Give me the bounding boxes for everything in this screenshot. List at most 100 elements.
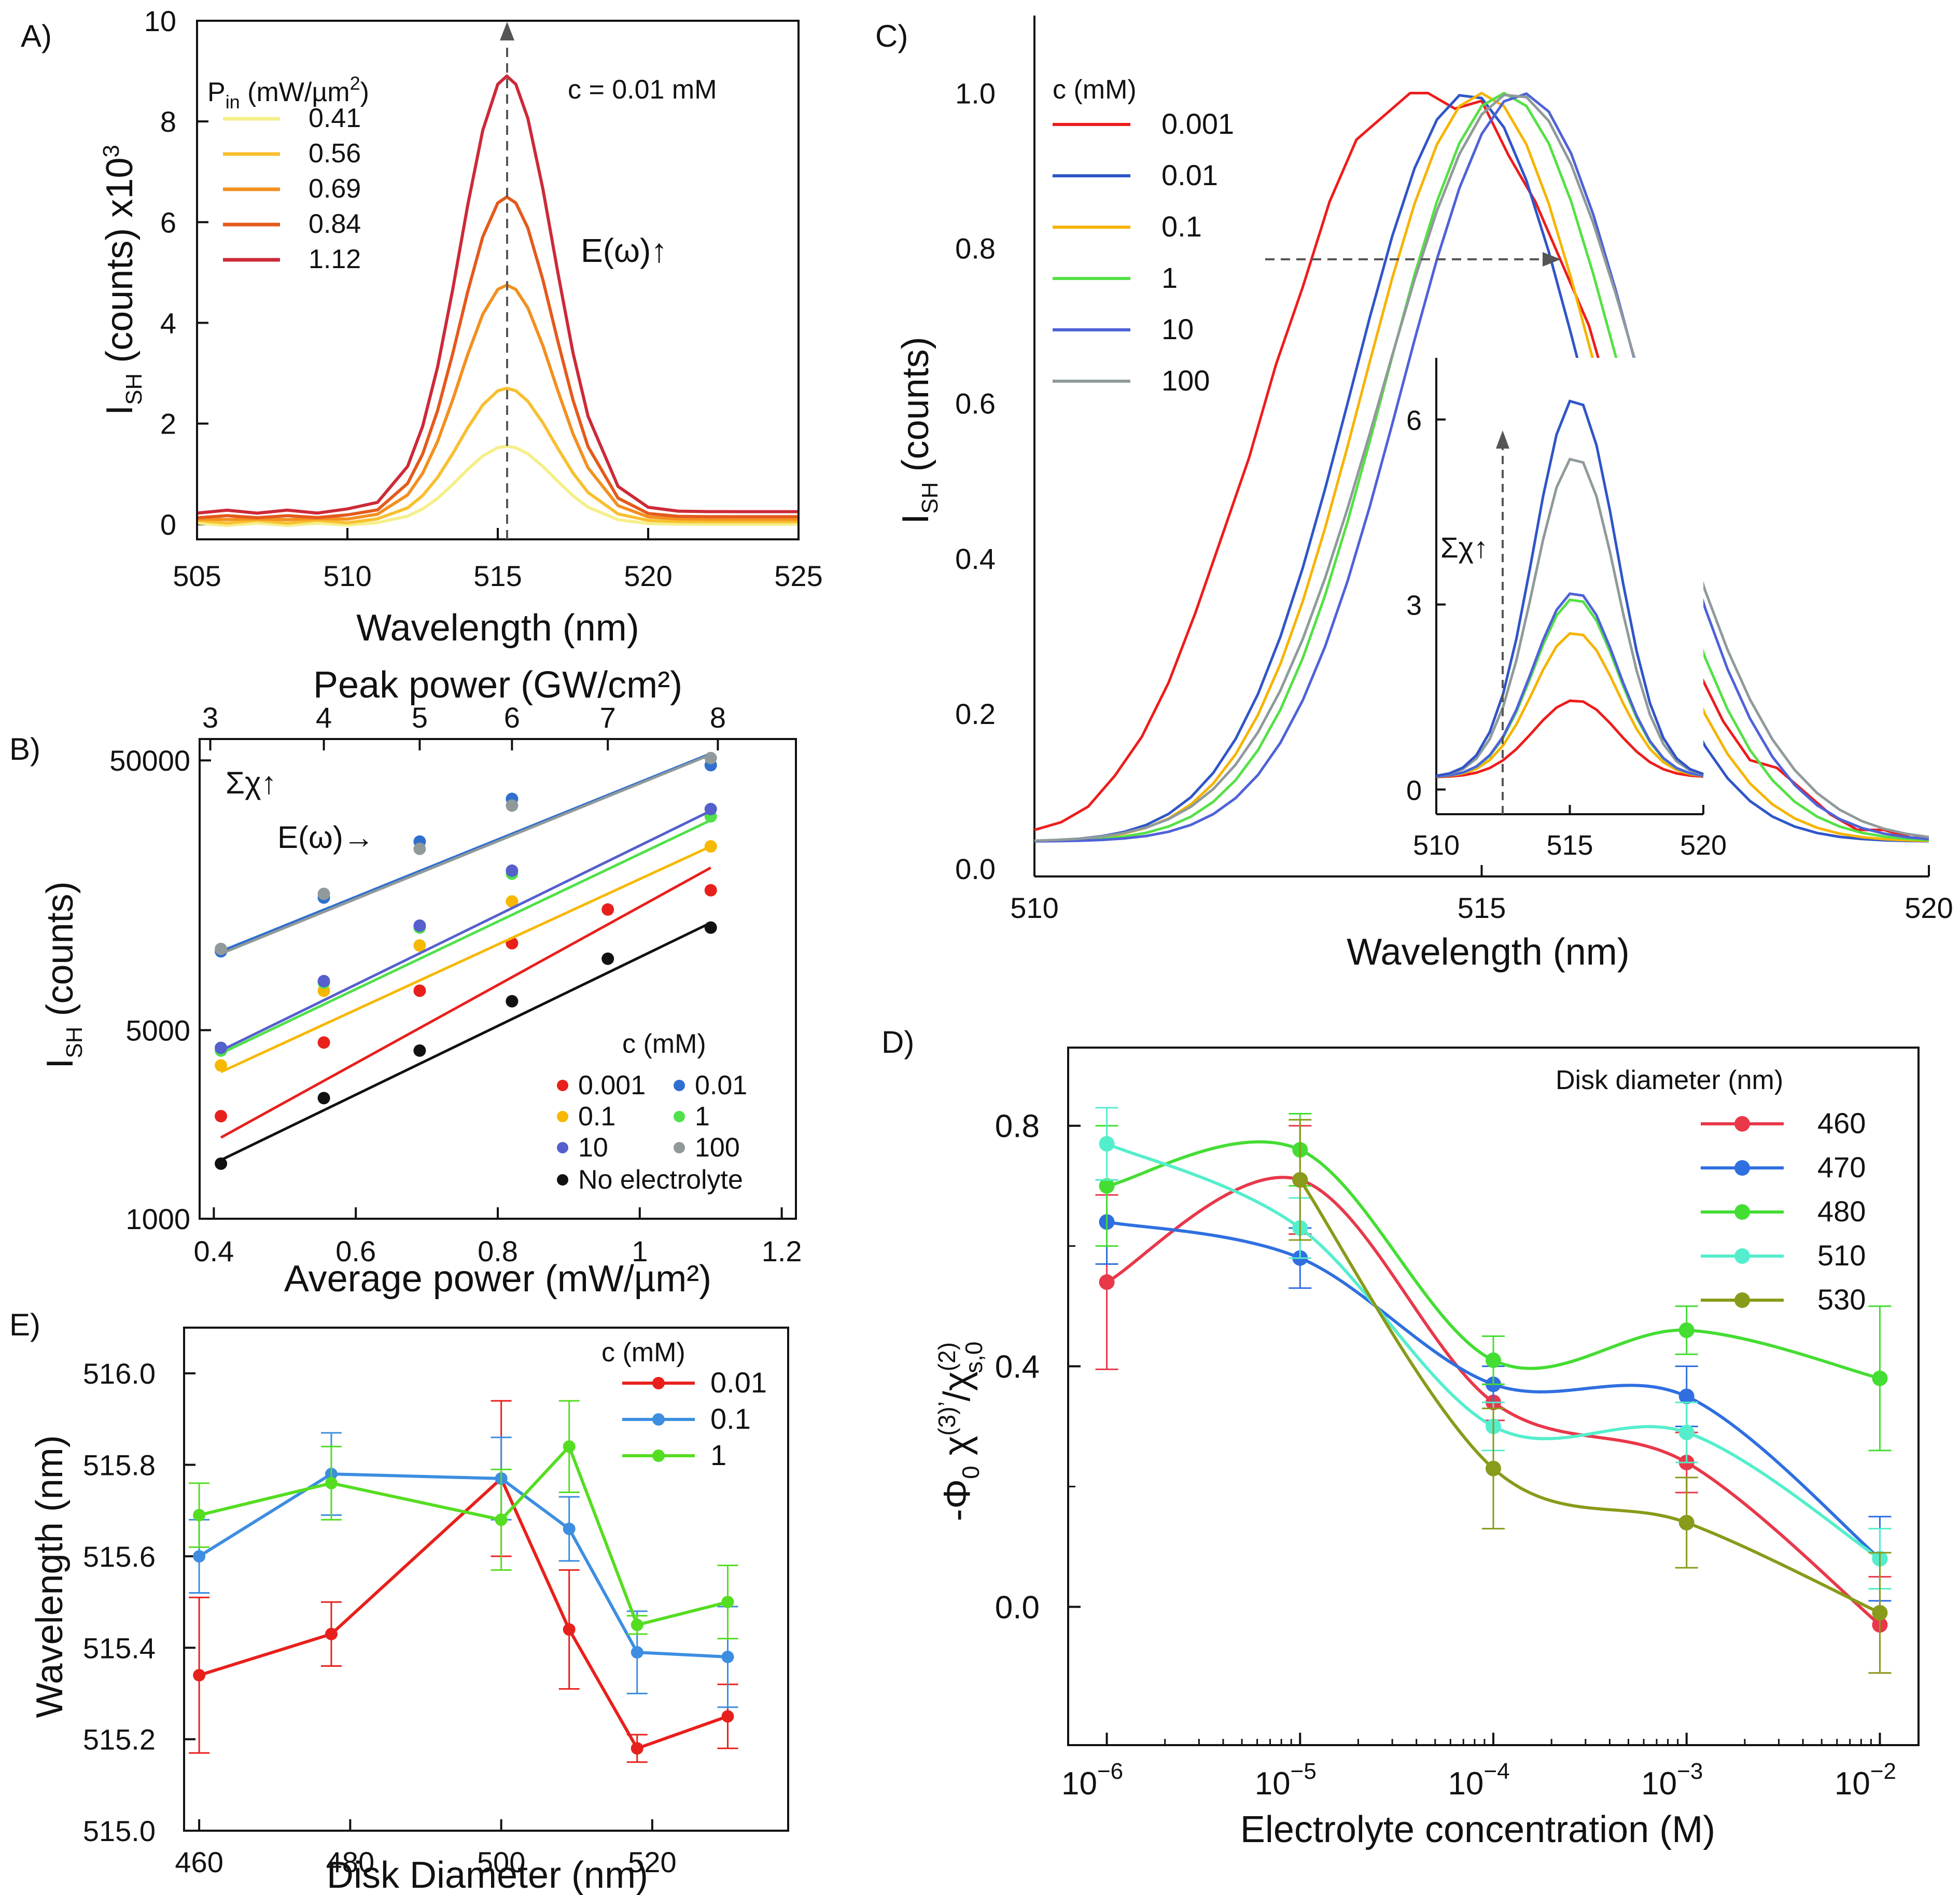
panel-b-x-tick-label: 0.8 (478, 1235, 518, 1267)
panel-c-inset-series-line-0.1 (1436, 632, 1704, 778)
panel-c-inset-x-tick-label: 510 (1413, 830, 1460, 861)
panel-c-x-tick-label: 510 (1010, 891, 1058, 924)
panel-b-point-10 (704, 803, 717, 816)
panel-d-legend-label-510: 510 (1817, 1239, 1866, 1272)
panel-d-x-tick-base: 10 (1255, 1766, 1291, 1802)
panel-a-label: A) (21, 19, 52, 53)
panel-b-top-tick-label: 6 (504, 701, 520, 734)
panel-d-x-tick-exponent: −2 (1870, 1759, 1896, 1784)
panel-b-point-0.1 (506, 895, 519, 908)
panel-a-arrow-head (500, 22, 514, 40)
panel-d-y-title-part0: -Φ (936, 1479, 978, 1521)
panel-e-point-0.1 (193, 1550, 206, 1563)
panel-e-legend-marker-0.1 (652, 1413, 665, 1426)
panel-a-legend-label-0.56: 0.56 (309, 138, 361, 169)
panel-a-field-annotation: E(ω)↑ (581, 232, 667, 269)
panel-e-point-0.01 (325, 1627, 338, 1640)
panel-c-label: C) (875, 19, 908, 53)
panel-b-fit-line-100 (220, 753, 711, 955)
panel-b-legend-label-0.01: 0.01 (695, 1070, 747, 1100)
panel-d-legend-marker-530 (1734, 1292, 1750, 1308)
panel-c-legend-label-0.1: 0.1 (1161, 210, 1202, 243)
panel-d-x-tick-base: 10 (1641, 1766, 1677, 1802)
panel-c-inset-series-line-100 (1436, 457, 1704, 777)
panel-a-x-tick-label: 520 (624, 560, 672, 592)
panel-b-legend-label-0.001: 0.001 (578, 1070, 646, 1100)
panel-d-x-tick-label: 10−5 (1255, 1759, 1317, 1802)
panel-b-top-tick-label: 4 (316, 701, 332, 734)
panel-a-concentration-note: c = 0.01 mM (568, 75, 717, 105)
panel-d-x-tick-label: 10−2 (1835, 1759, 1896, 1802)
panel-d-legend-marker-470 (1734, 1160, 1750, 1176)
panel-e-legend-marker-1 (652, 1450, 665, 1462)
panel-a-ticks: 505 510 515 520 525 0 2 4 6 8 10 (144, 5, 823, 592)
panel-b-legend-label-No electrolyte: No electrolyte (578, 1165, 743, 1195)
panel-d-point-470 (1678, 1388, 1695, 1404)
panel-b-point-No electrolyte (215, 1157, 228, 1170)
panel-b-legend-marker-1 (674, 1111, 685, 1122)
panel-e-frame (183, 1327, 789, 1832)
panel-b-y-title-sub: SH (62, 1026, 87, 1058)
panel-d-x-tick-exponent: −5 (1291, 1759, 1317, 1784)
panel-a-legend-label-0.69: 0.69 (309, 174, 361, 204)
panel-b-point-0.1 (215, 1059, 228, 1072)
panel-a-x-tick-label: 510 (323, 560, 371, 592)
panel-c-series-line-0.01 (1034, 94, 1929, 843)
panel-a-legend-title-end: ) (360, 77, 369, 107)
panel-d-point-530 (1486, 1460, 1501, 1476)
panel-b-sum-annotation: Σχ↑ (226, 765, 277, 800)
panel-b-point-0.001 (413, 984, 426, 997)
panel-d-x-tick-label: 10−6 (1061, 1759, 1123, 1802)
panel-a-x-axis-title: Wavelength (nm) (356, 607, 639, 649)
panel-d-x-axis-title: Electrolyte concentration (M) (1240, 1809, 1715, 1850)
panel-b-x-tick-label: 0.4 (193, 1235, 234, 1267)
panel-b-x-axis-title: Average power (mW/µm²) (284, 1258, 711, 1300)
panel-e-point-0.01 (193, 1669, 206, 1682)
panel-e-x-tick-label: 520 (628, 1846, 676, 1878)
panel-c-y-tick-label: 0.8 (955, 232, 996, 265)
panel-b-legend-marker-10 (557, 1142, 568, 1153)
panel-e-y-tick-label: 516.0 (83, 1357, 156, 1390)
panel-a-y-axis-title: ISH (counts) x103 (99, 145, 147, 415)
panel-e-point-0.01 (631, 1742, 643, 1755)
panel-b-frame (199, 738, 797, 1220)
panel-c-y-tick-label: 0.0 (955, 853, 996, 885)
panel-d: D) 10−6 10−5 10−4 10−3 10−20.00.40.8 Electro… (881, 1025, 1920, 1850)
panel-b-legend-marker-No electrolyte (557, 1174, 568, 1186)
panel-d-y-title-part5: (2) (933, 1342, 960, 1371)
panel-d-x-tick-label: 10−4 (1448, 1759, 1509, 1802)
panel-d-series-line-530 (1298, 1179, 1881, 1614)
panel-a-legend: 0.41 0.56 0.69 0.84 1.12 (223, 103, 361, 274)
panel-d-legend-label-470: 470 (1817, 1151, 1866, 1183)
panel-c-inset-series-line-10 (1436, 592, 1704, 778)
panel-d-point-480 (1099, 1178, 1115, 1194)
panel-d-label: D) (881, 1025, 914, 1060)
panel-e-legend-label-0.1: 0.1 (710, 1402, 751, 1435)
panel-d-ticks: 10−6 10−5 10−4 10−3 10−20.00.40.8 (995, 1109, 1896, 1802)
panel-d-x-tick-label: 10−3 (1641, 1759, 1703, 1802)
panel-b-top-tick-label: 3 (202, 701, 218, 734)
panel-d-point-510 (1678, 1425, 1695, 1441)
panel-d-point-530 (1678, 1514, 1695, 1530)
panel-c-inset-arrow-head (1496, 430, 1509, 449)
panel-d-legend: 460 470 480 510 530 (1701, 1107, 1866, 1316)
panel-c-inset-x-tick-label: 520 (1680, 830, 1727, 861)
panel-c-y-title-main: I (895, 514, 936, 524)
panel-d-legend-label-480: 480 (1817, 1195, 1866, 1228)
panel-d-x-tick-base: 10 (1835, 1766, 1870, 1802)
panel-a-series-line-0.41 (197, 444, 799, 527)
panel-b-ticks: 0.4 0.6 0.8 1 1.2 3 4 5 6 7 8 1000 5000 50000 (109, 701, 802, 1267)
panel-b-point-10 (317, 974, 330, 987)
panel-c-inset-y-tick-label: 0 (1406, 775, 1422, 806)
panel-c-y-tick-label: 0.6 (955, 387, 996, 420)
panel-b-point-No electrolyte (704, 921, 717, 934)
panel-c-x-tick-label: 515 (1458, 891, 1506, 924)
panel-b-legend-title: c (mM) (622, 1029, 706, 1059)
panel-b-top-tick-label: 7 (600, 701, 616, 734)
panel-c-series-line-1 (1034, 91, 1929, 843)
panel-b-top-axis-title: Peak power (GW/cm²) (313, 664, 682, 706)
panel-c-inset-y-tick-label: 6 (1406, 405, 1422, 436)
panel-a-legend-title-sup: 2 (350, 73, 360, 94)
panel-a-y-tick-label: 6 (160, 206, 176, 239)
panel-e-legend-title: c (mM) (601, 1337, 685, 1368)
